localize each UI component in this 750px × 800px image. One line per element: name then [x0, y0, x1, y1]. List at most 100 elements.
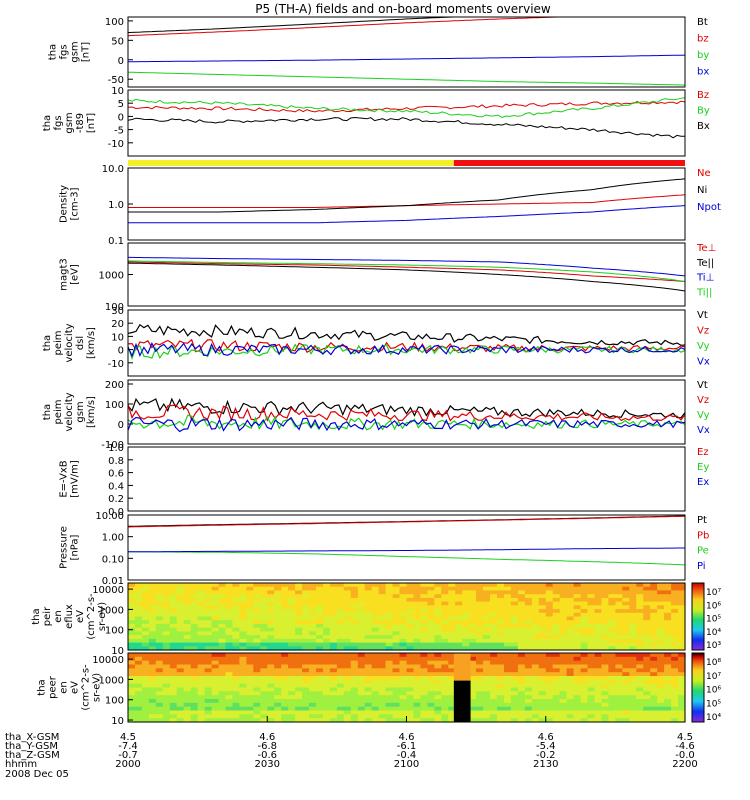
heatmap-cell	[399, 631, 408, 636]
heatmap-cell	[455, 635, 463, 640]
heatmap-cell	[135, 653, 143, 658]
heatmap-cell	[211, 687, 220, 692]
heatmap-cell	[288, 718, 296, 723]
heatmap-cell	[183, 664, 192, 669]
heatmap-cell	[378, 702, 387, 708]
heatmap-cell	[336, 594, 345, 599]
heatmap-cell	[253, 597, 261, 603]
heatmap-cell	[504, 609, 512, 614]
heatmap-cell	[664, 687, 672, 692]
heatmap-cell	[148, 687, 157, 692]
heatmap-cell	[504, 646, 512, 651]
heatmap-cell	[204, 691, 213, 696]
heatmap-cell	[497, 638, 505, 644]
heatmap-cell	[155, 605, 164, 610]
heatmap-cell	[601, 718, 610, 723]
heatmap-cell	[497, 646, 505, 651]
heatmap-cell	[476, 612, 484, 618]
heatmap-cell	[371, 638, 380, 644]
heatmap-cell	[622, 646, 630, 651]
heatmap-cell	[357, 702, 366, 708]
heatmap-cell	[211, 620, 220, 625]
heatmap-cell	[594, 616, 603, 621]
heatmap-cell	[545, 699, 554, 704]
heatmap-cell	[260, 656, 268, 662]
heatmap-cell	[399, 635, 408, 640]
heatmap-cell	[490, 609, 498, 614]
heatmap-cell	[483, 706, 491, 712]
heatmap-cell	[176, 605, 185, 610]
heatmap-cell	[448, 642, 456, 647]
heatmap-cell	[302, 597, 310, 603]
heatmap-cell	[329, 691, 338, 696]
heatmap-cell	[601, 656, 610, 662]
heatmap-cell	[336, 664, 345, 669]
heatmap-cell	[385, 590, 394, 595]
heatmap-cell	[441, 631, 449, 636]
heatmap-gap-fill	[453, 680, 471, 722]
heatmap-cell	[650, 664, 658, 669]
heatmap-cell	[316, 691, 324, 696]
heatmap-cell	[455, 612, 463, 618]
heatmap-cell	[364, 706, 373, 712]
heatmap-cell	[531, 609, 540, 614]
heatmap-cell	[302, 660, 310, 666]
heatmap-cell	[657, 718, 665, 723]
heatmap-cell	[357, 597, 366, 603]
heatmap-cell	[232, 594, 240, 599]
heatmap-cell	[274, 706, 282, 712]
heatmap-cell	[329, 642, 338, 647]
heatmap-cell	[316, 668, 324, 673]
heatmap-cell	[364, 683, 373, 689]
heatmap-cell	[253, 620, 261, 625]
heatmap-cell	[253, 691, 261, 696]
heatmap-cell	[552, 590, 561, 595]
heatmap-cell	[678, 679, 686, 685]
heatmap-cell	[336, 627, 345, 632]
x-axis-value: 2030	[255, 759, 280, 770]
heatmap-cell	[629, 676, 637, 681]
heatmap-cell	[587, 642, 596, 647]
heatmap-cell	[323, 687, 331, 692]
heatmap-cell	[420, 676, 428, 681]
heatmap-cell	[316, 642, 324, 647]
heatmap-cell	[399, 672, 408, 677]
heatmap-cell	[441, 638, 449, 644]
heatmap-cell	[211, 612, 220, 618]
x-axis-value: -5.4	[536, 741, 556, 752]
heatmap-cell	[316, 683, 324, 689]
heatmap-cell	[399, 695, 408, 700]
heatmap-cell	[141, 718, 150, 723]
heatmap-cell	[524, 687, 533, 692]
heatmap-cell	[587, 616, 596, 621]
heatmap-cell	[288, 672, 296, 677]
heatmap-cell	[566, 590, 575, 595]
heatmap-cell	[483, 672, 491, 677]
heatmap-cell	[246, 710, 254, 715]
heatmap-cell	[309, 672, 317, 677]
heatmap-cell	[329, 664, 338, 669]
heatmap-cell	[190, 718, 199, 723]
heatmap-cell	[357, 594, 366, 599]
heatmap-cell	[615, 623, 623, 629]
heatmap-cell	[490, 605, 498, 610]
heatmap-cell	[538, 635, 547, 640]
heatmap-cell	[671, 590, 679, 595]
heatmap-cell	[323, 695, 331, 700]
heatmap-cell	[490, 620, 498, 625]
heatmap-cell	[197, 676, 206, 681]
heatmap-cell	[580, 631, 589, 636]
heatmap-cell	[323, 672, 331, 677]
heatmap-cell	[608, 612, 616, 618]
heatmap-cell	[608, 653, 616, 658]
heatmap-cell	[316, 676, 324, 681]
heatmap-cell	[183, 605, 192, 610]
heatmap-cell	[615, 672, 623, 677]
heatmap-cell	[253, 660, 261, 666]
heatmap-cell	[246, 635, 254, 640]
heatmap-cell	[594, 656, 603, 662]
heatmap-cell	[629, 601, 637, 606]
heatmap-cell	[204, 660, 213, 666]
heatmap-cell	[483, 631, 491, 636]
heatmap-cell	[302, 695, 310, 700]
